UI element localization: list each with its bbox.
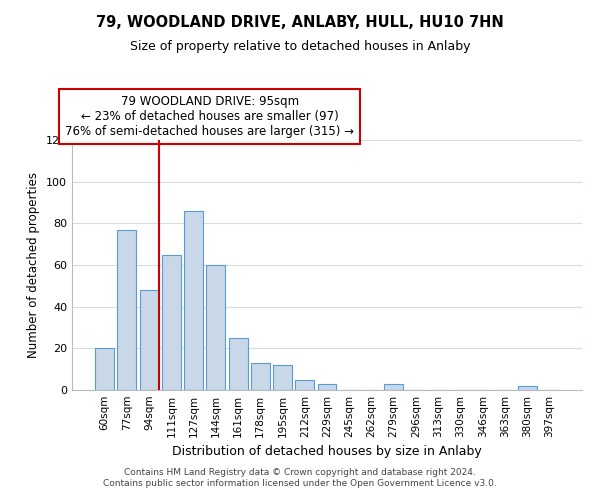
Text: Size of property relative to detached houses in Anlaby: Size of property relative to detached ho…	[130, 40, 470, 53]
Bar	[251, 363, 270, 390]
Bar	[162, 254, 181, 390]
Text: Contains HM Land Registry data © Crown copyright and database right 2024.
Contai: Contains HM Land Registry data © Crown c…	[103, 468, 497, 487]
Bar	[95, 348, 114, 390]
Text: 79, WOODLAND DRIVE, ANLABY, HULL, HU10 7HN: 79, WOODLAND DRIVE, ANLABY, HULL, HU10 7…	[96, 15, 504, 30]
Bar	[140, 290, 158, 390]
Bar	[518, 386, 536, 390]
Bar	[317, 384, 337, 390]
Bar	[273, 365, 292, 390]
Bar	[384, 384, 403, 390]
Bar	[206, 265, 225, 390]
Bar	[295, 380, 314, 390]
Y-axis label: Number of detached properties: Number of detached properties	[28, 172, 40, 358]
Bar	[118, 230, 136, 390]
X-axis label: Distribution of detached houses by size in Anlaby: Distribution of detached houses by size …	[172, 446, 482, 458]
Text: 79 WOODLAND DRIVE: 95sqm
← 23% of detached houses are smaller (97)
76% of semi-d: 79 WOODLAND DRIVE: 95sqm ← 23% of detach…	[65, 95, 354, 138]
Bar	[229, 338, 248, 390]
Bar	[184, 211, 203, 390]
